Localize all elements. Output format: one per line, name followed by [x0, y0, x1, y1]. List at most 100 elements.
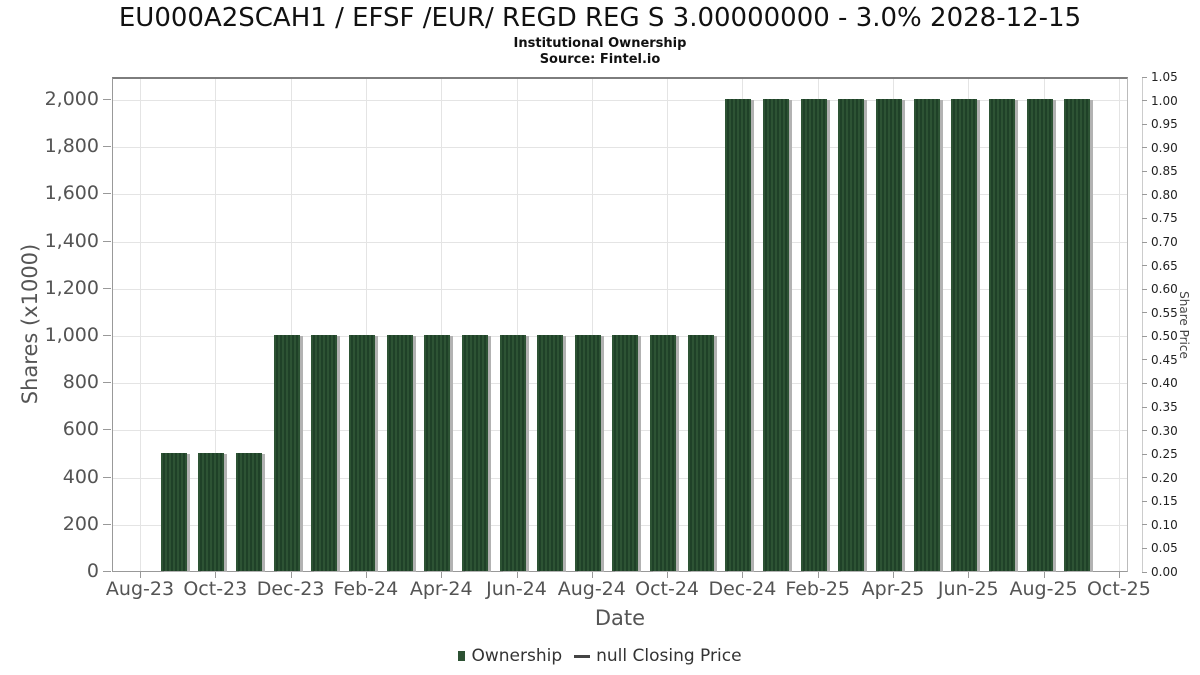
right-y-tick-mark — [1142, 123, 1147, 125]
x-tick-label: Oct-23 — [183, 578, 248, 600]
x-tick-label: Feb-24 — [333, 578, 399, 600]
right-y-tick-mark — [1142, 359, 1147, 361]
right-y-tick-mark — [1142, 265, 1147, 267]
ownership-bar-Sep-24[interactable] — [612, 335, 639, 571]
v-gridline — [441, 79, 443, 571]
x-tick-mark — [441, 572, 443, 578]
ownership-bar-Oct-23[interactable] — [198, 453, 225, 571]
right-y-tick-label: 0.05 — [1151, 541, 1178, 556]
right-y-tick-label: 0.50 — [1151, 329, 1178, 344]
x-tick-label: Feb-25 — [785, 578, 851, 600]
ownership-bar-Jul-24[interactable] — [537, 335, 564, 571]
x-tick-mark — [290, 572, 292, 578]
x-tick-mark — [516, 572, 518, 578]
ownership-bar-Dec-23[interactable] — [273, 335, 300, 571]
ownership-bar-Aug-25[interactable] — [1026, 99, 1053, 571]
right-y-tick-label: 0.45 — [1151, 352, 1178, 367]
x-tick-label: Dec-24 — [708, 578, 777, 600]
y-tick-mark — [103, 335, 111, 336]
right-y-tick-mark — [1142, 382, 1147, 384]
ownership-bar-Dec-24[interactable] — [725, 99, 752, 571]
ownership-bar-Sep-23[interactable] — [160, 453, 187, 571]
ownership-bar-Apr-25[interactable] — [876, 99, 902, 571]
ownership-bar-Oct-24[interactable] — [650, 335, 677, 571]
h-gridline — [113, 147, 1127, 149]
ownership-bar-Jul-25[interactable] — [988, 99, 1015, 571]
v-gridline — [667, 79, 669, 571]
plot-area — [112, 77, 1128, 572]
chart-subtitle: Institutional Ownership — [513, 36, 687, 51]
x-tick-label: Apr-25 — [861, 578, 925, 600]
ownership-bar-Sep-25[interactable] — [1064, 99, 1091, 571]
right-y-tick-label: 0.25 — [1151, 447, 1178, 462]
x-tick-mark — [140, 572, 141, 578]
right-y-tick-mark — [1142, 312, 1147, 314]
x-tick-mark — [1043, 572, 1045, 578]
v-gridline — [140, 79, 141, 571]
h-gridline — [113, 100, 1127, 101]
legend-item-ownership[interactable]: Ownership — [458, 646, 562, 666]
x-tick-label: Apr-24 — [409, 578, 473, 600]
right-y-tick-label: 0.95 — [1151, 117, 1178, 132]
right-y-axis-spine — [1142, 77, 1143, 573]
chart-source-credit: Source: Fintel.io — [539, 52, 661, 67]
ownership-bar-Feb-24[interactable] — [348, 335, 375, 571]
right-y-tick-mark — [1142, 335, 1147, 337]
ownership-bar-Mar-25[interactable] — [838, 99, 865, 571]
secondary-y-axis-title: Share Price — [1177, 291, 1191, 359]
y-tick-mark — [103, 240, 111, 242]
right-y-tick-label: 0.20 — [1151, 470, 1178, 485]
right-y-tick-label: 0.40 — [1151, 376, 1178, 391]
ownership-bar-Feb-25[interactable] — [800, 99, 827, 571]
ownership-bar-Mar-24[interactable] — [386, 335, 413, 571]
ownership-bar-Jan-24[interactable] — [311, 335, 338, 571]
right-y-tick-mark — [1142, 147, 1147, 149]
h-gridline — [113, 241, 1127, 243]
right-y-tick-mark — [1142, 547, 1147, 549]
h-gridline — [113, 194, 1127, 196]
right-y-tick-label: 0.65 — [1151, 258, 1178, 273]
x-tick-mark — [893, 572, 894, 578]
right-y-tick-mark — [1142, 430, 1147, 432]
right-y-tick-mark — [1142, 76, 1147, 78]
y-tick-mark — [103, 99, 111, 100]
right-y-tick-label: 1.05 — [1151, 70, 1178, 84]
ownership-bar-May-24[interactable] — [461, 335, 488, 571]
closing-price-line-icon — [574, 654, 591, 658]
legend-item-closing-price[interactable]: null Closing Price — [574, 646, 742, 666]
legend-label-closing-price: null Closing Price — [596, 646, 742, 666]
y-tick-mark — [103, 193, 111, 195]
x-tick-label: Oct-24 — [635, 578, 700, 600]
right-y-tick-label: 0.60 — [1151, 282, 1178, 297]
right-y-tick-mark — [1142, 524, 1147, 526]
y-tick-label: 600 — [62, 418, 99, 441]
y-tick-label: 2,000 — [44, 88, 99, 110]
ownership-bar-May-25[interactable] — [913, 99, 940, 571]
x-tick-label: Aug-24 — [557, 578, 626, 600]
ownership-swatch-icon — [458, 651, 466, 661]
x-tick-label: Oct-25 — [1086, 578, 1151, 600]
right-y-tick-mark — [1142, 406, 1147, 408]
right-y-tick-label: 0.30 — [1151, 423, 1178, 438]
x-tick-mark — [215, 572, 217, 578]
right-y-tick-label: 0.15 — [1151, 494, 1178, 509]
ownership-bar-Jun-25[interactable] — [951, 99, 978, 571]
right-y-tick-label: 0.90 — [1151, 140, 1178, 155]
chart-title: EU000A2SCAH1 / EFSF /EUR/ REGD REG S 3.0… — [118, 3, 1082, 33]
ownership-bar-Nov-23[interactable] — [235, 453, 262, 571]
y-tick-mark — [103, 382, 111, 384]
v-gridline — [591, 79, 593, 571]
right-y-tick-mark — [1142, 194, 1147, 196]
x-tick-label: Aug-23 — [105, 578, 175, 600]
y-tick-label: 1,400 — [44, 229, 99, 252]
ownership-bar-Nov-24[interactable] — [687, 335, 714, 571]
v-gridline — [516, 79, 518, 571]
ownership-bar-Jun-24[interactable] — [499, 335, 526, 571]
right-y-tick-mark — [1142, 453, 1147, 455]
right-y-tick-mark — [1142, 288, 1147, 290]
ownership-bar-Apr-24[interactable] — [424, 335, 451, 571]
ownership-bar-Aug-24[interactable] — [574, 335, 601, 571]
right-y-tick-label: 0.10 — [1151, 517, 1178, 532]
ownership-bar-Jan-25[interactable] — [763, 99, 790, 571]
